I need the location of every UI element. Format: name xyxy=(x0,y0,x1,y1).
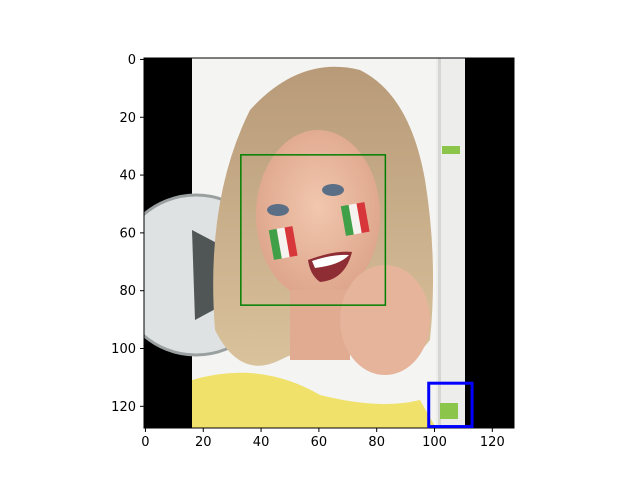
x-tick-label: 0 xyxy=(141,435,149,450)
bbox-logo xyxy=(427,381,474,429)
green-mark-top xyxy=(442,146,460,154)
teeth xyxy=(312,254,349,268)
x-tick-label: 80 xyxy=(368,435,385,450)
y-tick-label: 120 xyxy=(111,400,136,415)
y-axis: 0 20 40 60 80 100 120 xyxy=(111,53,144,415)
x-tick-label: 100 xyxy=(422,435,447,450)
x-tick-label: 120 xyxy=(480,435,505,450)
photo-image xyxy=(144,58,514,428)
y-tick-label: 100 xyxy=(111,342,136,357)
green-mark-bottom xyxy=(440,403,458,419)
x-axis: 0 20 40 60 80 100 120 xyxy=(141,428,505,450)
shirt xyxy=(192,372,436,428)
y-tick-label: 20 xyxy=(119,111,136,126)
fist xyxy=(340,265,430,375)
x-tick-label: 60 xyxy=(311,435,328,450)
flag-paint-right xyxy=(340,202,370,236)
photo-right-line xyxy=(438,58,441,428)
x-tick-label: 20 xyxy=(195,435,212,450)
eye-left xyxy=(267,204,289,216)
y-tick-label: 0 xyxy=(128,53,136,68)
axes-frame xyxy=(143,57,515,429)
neck xyxy=(290,290,350,360)
y-tick-label: 40 xyxy=(119,169,136,184)
y-tick-label: 60 xyxy=(119,226,136,241)
eye-right xyxy=(322,184,344,196)
y-tick-label: 80 xyxy=(119,284,136,299)
letterbox-right xyxy=(465,58,514,428)
x-tick-label: 40 xyxy=(253,435,270,450)
bbox-face xyxy=(240,154,387,306)
flag-paint-left xyxy=(268,226,298,260)
